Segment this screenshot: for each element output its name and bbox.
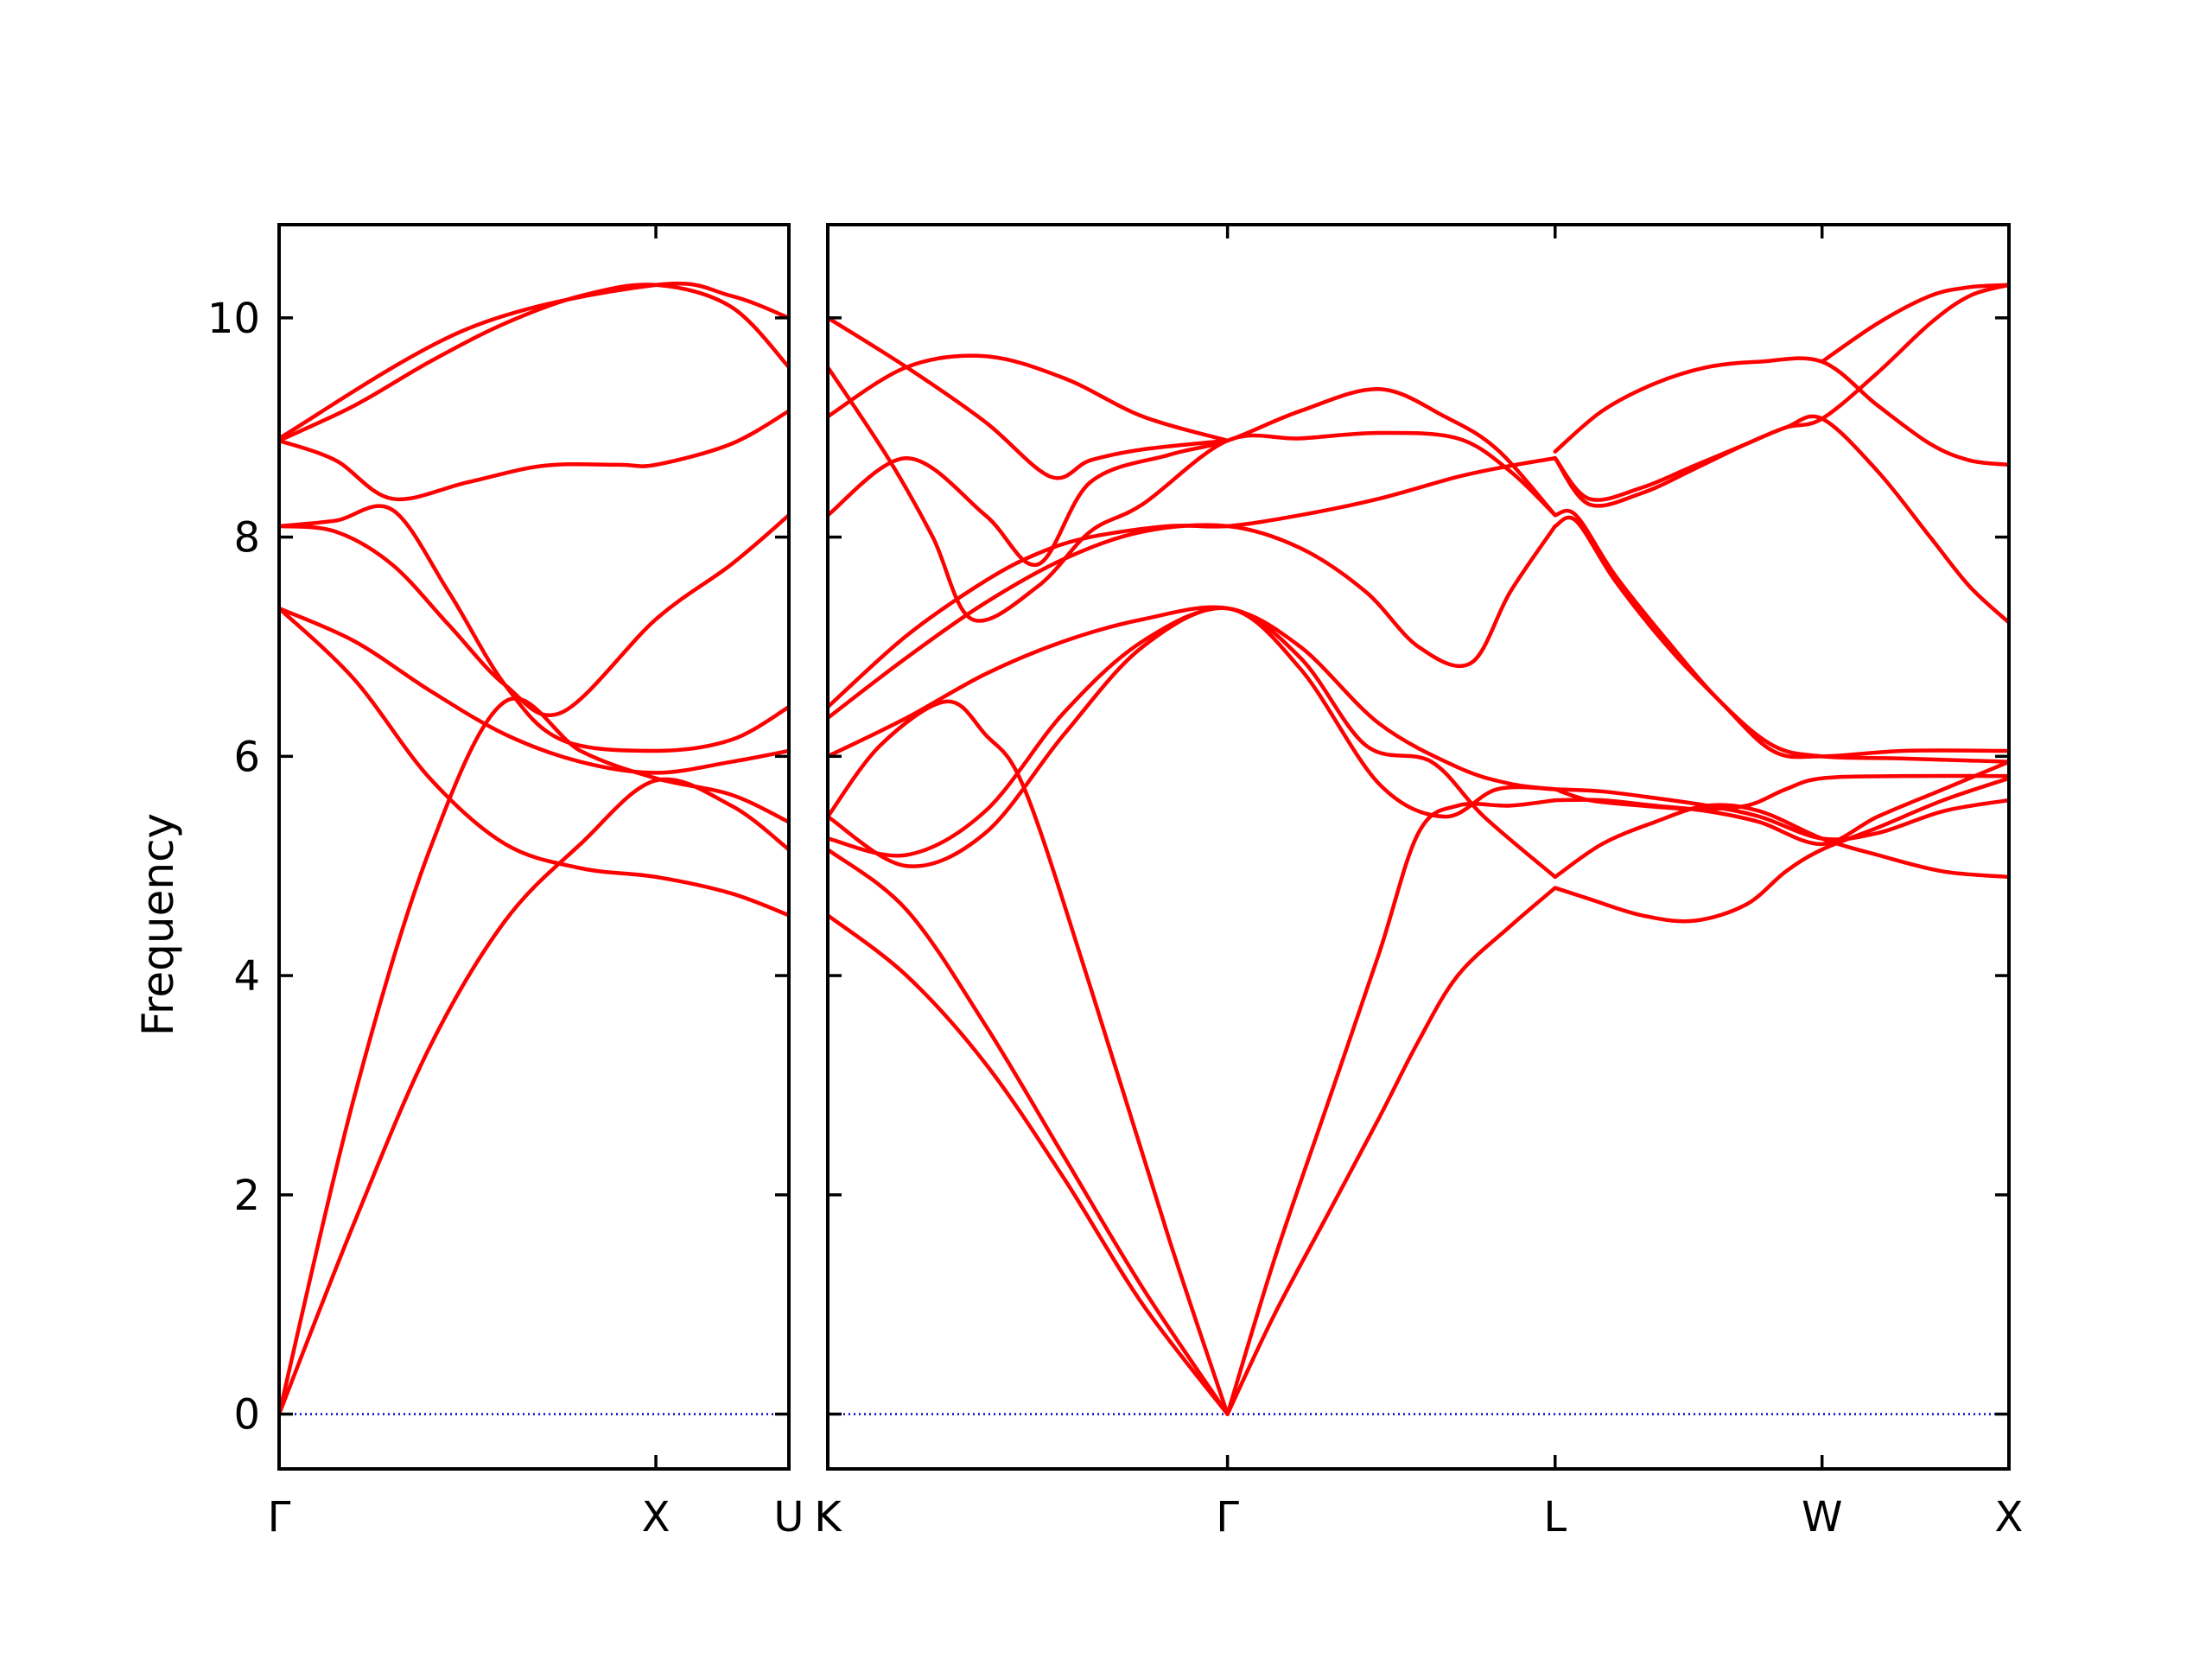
- y-tick-label: 4: [233, 952, 260, 1001]
- phonon-band-line: [828, 605, 1558, 791]
- phonon-band-line: [279, 777, 789, 1416]
- phonon-band-line: [279, 504, 789, 753]
- y-tick-label: 6: [233, 733, 260, 781]
- phonon-band-line: [1553, 787, 2009, 842]
- phonon-band-line: [279, 606, 789, 775]
- phonon-band-line: [828, 365, 1558, 623]
- x-tick-label: L: [1543, 1493, 1567, 1541]
- phonon-band-line: [828, 606, 1558, 880]
- phonon-band-line: [1225, 886, 1558, 1416]
- band-group: [279, 281, 789, 1416]
- phonon-band-line: [279, 512, 789, 718]
- phonon-band-line: [1553, 760, 2009, 847]
- y-tick-labels: 0 2 4 6 8 10: [207, 295, 260, 1440]
- y-tick-label: 10: [207, 295, 260, 343]
- band-group: [828, 283, 2009, 1416]
- phonon-band-line: [828, 913, 1230, 1416]
- panel-frame: [826, 223, 2011, 1471]
- y-tick-label: 8: [233, 514, 260, 563]
- phonon-band-line: [1553, 283, 2009, 508]
- panel-frame: [277, 223, 791, 1471]
- x-tick-label: K: [814, 1493, 842, 1541]
- x-tick-label: X: [642, 1493, 671, 1541]
- phonon-band-line: [279, 696, 789, 1416]
- phonon-band-line: [828, 455, 1558, 709]
- x-tick-label: X: [1995, 1493, 2024, 1541]
- phonon-band-line: [1553, 356, 2009, 467]
- phonon-band-line: [828, 387, 1558, 568]
- x-tick-label: W: [1802, 1493, 1842, 1541]
- y-tick-label: 2: [233, 1172, 260, 1220]
- phonon-band-line: [828, 523, 1558, 721]
- x-tick-label: U: [773, 1493, 804, 1541]
- phonon-band-line: [1553, 508, 2009, 764]
- y-tick-label: 0: [233, 1391, 260, 1440]
- phonon-band-line: [279, 283, 789, 443]
- x-tick-label: Γ: [1216, 1493, 1239, 1541]
- phonon-band-line: [1225, 798, 1558, 1416]
- phonon-band-line: [828, 353, 1230, 443]
- x-tick-label: Γ: [268, 1493, 291, 1541]
- phonon-band-line: [828, 315, 1230, 480]
- phonon-band-line: [1553, 773, 2009, 811]
- y-axis-label: Frequency: [133, 813, 183, 1036]
- phonon-band-line: [828, 699, 1230, 1416]
- phonon-band-line: [279, 409, 789, 502]
- phonon-band-line: [1553, 803, 2009, 880]
- phonon-band-line: [1553, 776, 2009, 924]
- phonon-band-line: [828, 847, 1230, 1416]
- phonon-band-line: [828, 606, 1558, 868]
- phonon-band-line: [1820, 283, 2009, 364]
- phonon-band-line: [279, 606, 789, 918]
- phonon-band-line: [279, 281, 789, 441]
